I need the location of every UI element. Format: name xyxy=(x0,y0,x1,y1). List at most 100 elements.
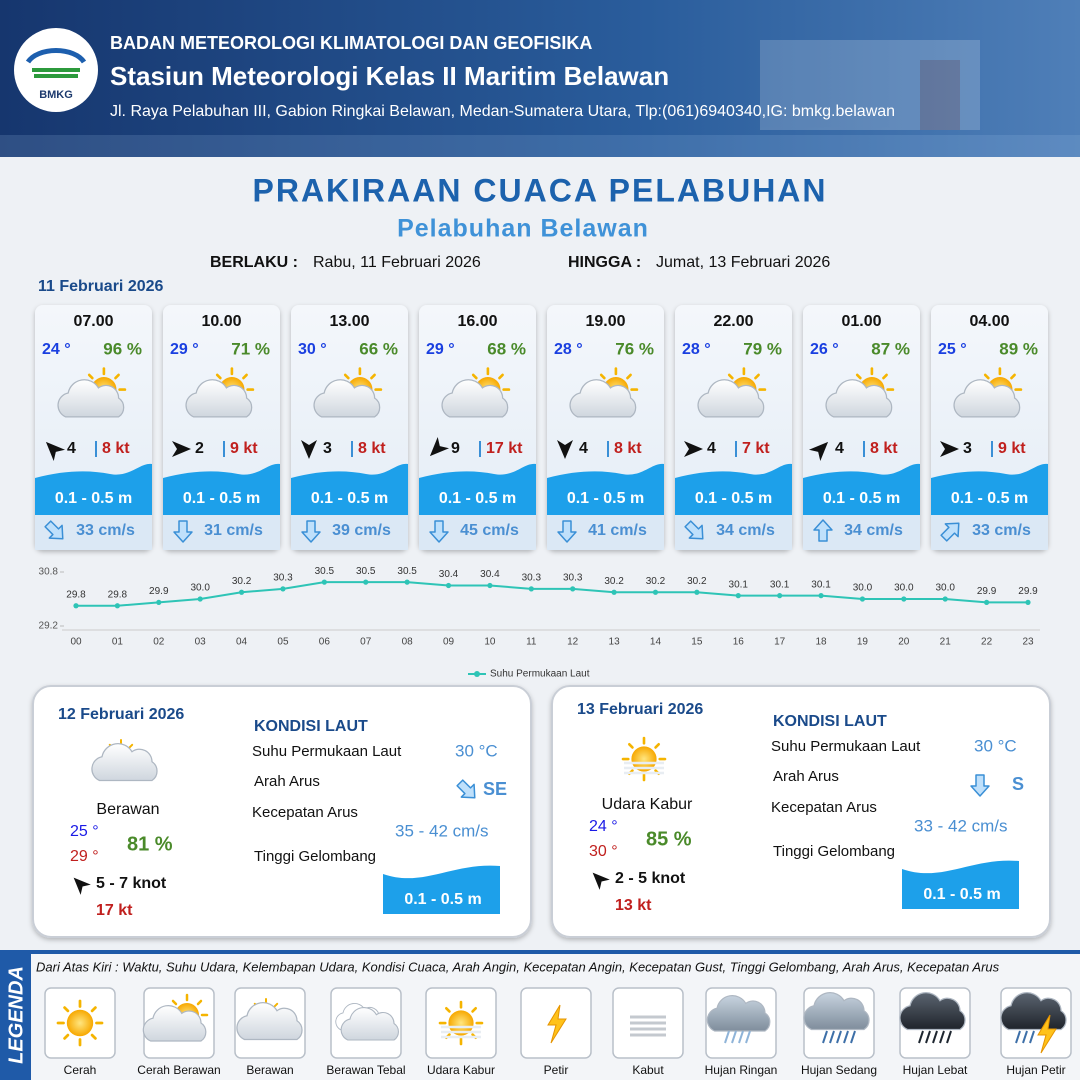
humidity: 87 % xyxy=(871,339,910,358)
legend-item-label: Udara Kabur xyxy=(427,1063,495,1077)
sst-chart: 29.2 30.8 00 01 02 03 04 05 06 07 08 09 10 11 12 13 14 15… xyxy=(39,566,1040,680)
day1-date: 11 Februari 2026 xyxy=(38,278,164,295)
title: PRAKIRAAN CUACA PELABUHAN xyxy=(252,172,827,208)
humidity: 76 % xyxy=(615,339,654,358)
wave-shape xyxy=(902,860,1019,909)
sst-point xyxy=(901,596,907,602)
wave-height: 0.1 - 0.5 m xyxy=(951,490,1028,507)
gust: 7 kt xyxy=(742,440,770,457)
wave-shape xyxy=(383,865,500,914)
day-panel: 13 Februari 2026 Udara Kabur 24 ° 30 ° 85 % 2… xyxy=(551,685,1051,938)
speed: 35 - 42 cm/s xyxy=(395,821,489,840)
x-tick-label: 00 xyxy=(70,637,82,648)
date: 12 Februari 2026 xyxy=(58,706,184,723)
bolt xyxy=(1037,1014,1057,1054)
speed-label: Kecepatan Arus xyxy=(252,804,358,821)
valid-from: Rabu, 11 Februari 2026 xyxy=(313,254,481,271)
legend-item-label: Petir xyxy=(544,1063,569,1077)
sst-point xyxy=(611,589,617,595)
rain xyxy=(843,1030,849,1044)
gust: 13 kt xyxy=(615,897,652,914)
air-temp: 30 ° xyxy=(298,341,327,358)
wave-height: 0.1 - 0.5 m xyxy=(567,490,644,507)
y-tick-label: 29.2 xyxy=(39,621,59,632)
legend-title: LEGENDA xyxy=(5,966,27,1064)
legend-rule xyxy=(0,950,1080,954)
gust: 8 kt xyxy=(102,440,130,457)
data-label: 30.3 xyxy=(522,573,542,584)
rain xyxy=(829,1030,835,1044)
gust: 17 kt xyxy=(486,440,523,457)
air-temp: 29 ° xyxy=(170,341,199,358)
wind-speed: 9 xyxy=(451,440,460,457)
sst-point xyxy=(156,599,162,605)
legend-item: Berawan xyxy=(234,987,306,1077)
humidity: 81 % xyxy=(127,833,173,855)
wind-speed: 3 xyxy=(963,440,972,457)
data-label: 30.4 xyxy=(480,569,500,580)
sst: 30 °C xyxy=(974,736,1017,755)
data-label: 29.8 xyxy=(108,589,128,600)
wave: 0.1 - 0.5 m xyxy=(404,891,481,908)
air-temp: 29 ° xyxy=(426,341,455,358)
sst-point xyxy=(280,586,286,592)
rain xyxy=(738,1030,744,1044)
condition: Udara Kabur xyxy=(602,796,693,813)
wind-speed: 3 xyxy=(323,440,332,457)
sst-point xyxy=(238,589,245,595)
data-label: 30.5 xyxy=(356,566,376,577)
time: 16.00 xyxy=(457,313,497,330)
humidity: 85 % xyxy=(646,828,692,850)
data-label: 30.2 xyxy=(646,576,666,587)
legend-item-label: Berawan Tebal xyxy=(326,1063,405,1077)
logo-text: BMKG xyxy=(39,89,73,101)
wave-shape xyxy=(163,463,280,515)
legend-item-label: Hujan Sedang xyxy=(801,1063,877,1077)
wave-shape xyxy=(35,463,152,515)
sst-point xyxy=(197,596,203,602)
x-tick-label: 13 xyxy=(609,637,621,648)
x-tick-label: 23 xyxy=(1022,637,1034,648)
x-tick-label: 05 xyxy=(277,637,289,648)
logo: BMKG xyxy=(14,28,98,112)
gust: 8 kt xyxy=(358,440,386,457)
air-temp: 25 ° xyxy=(938,341,967,358)
rain xyxy=(822,1030,828,1044)
current-speed: 34 cm/s xyxy=(844,522,903,539)
data-label: 30.1 xyxy=(811,579,831,590)
data-label: 30.2 xyxy=(232,576,252,587)
legend-item-label: Cerah Berawan xyxy=(137,1063,220,1077)
sst-point xyxy=(528,586,534,592)
wave-label: Tinggi Gelombang xyxy=(773,843,895,860)
current-speed: 45 cm/s xyxy=(460,522,519,539)
x-tick-label: 19 xyxy=(857,637,869,648)
x-tick-label: 20 xyxy=(898,637,910,648)
legend-label: Suhu Permukaan Laut xyxy=(490,669,590,680)
x-tick-label: 02 xyxy=(153,637,165,648)
rain xyxy=(745,1030,751,1044)
sst-point xyxy=(404,579,410,585)
wave-shape xyxy=(675,463,792,515)
rain xyxy=(925,1030,931,1044)
legend-description: Dari Atas Kiri : Waktu, Suhu Udara, Kele… xyxy=(36,959,1000,974)
rain xyxy=(836,1030,842,1044)
data-label: 29.9 xyxy=(1018,586,1038,597)
station: Stasiun Meteorologi Kelas II Maritim Bel… xyxy=(110,61,669,91)
data-label: 30.0 xyxy=(894,583,914,594)
legend-item-label: Kabut xyxy=(632,1063,664,1077)
wave-shape xyxy=(931,463,1048,515)
legend-item: Berawan Tebal xyxy=(326,987,406,1077)
data-label: 30.0 xyxy=(853,583,873,594)
data-label: 29.9 xyxy=(149,586,169,597)
air-temp: 26 ° xyxy=(810,341,839,358)
data-label: 30.2 xyxy=(687,576,707,587)
humidity: 89 % xyxy=(999,339,1038,358)
legend-item: Hujan Petir xyxy=(1000,987,1072,1077)
current-speed: 41 cm/s xyxy=(588,522,647,539)
x-tick-label: 03 xyxy=(195,637,207,648)
humidity: 68 % xyxy=(487,339,526,358)
sst-point xyxy=(859,596,866,602)
